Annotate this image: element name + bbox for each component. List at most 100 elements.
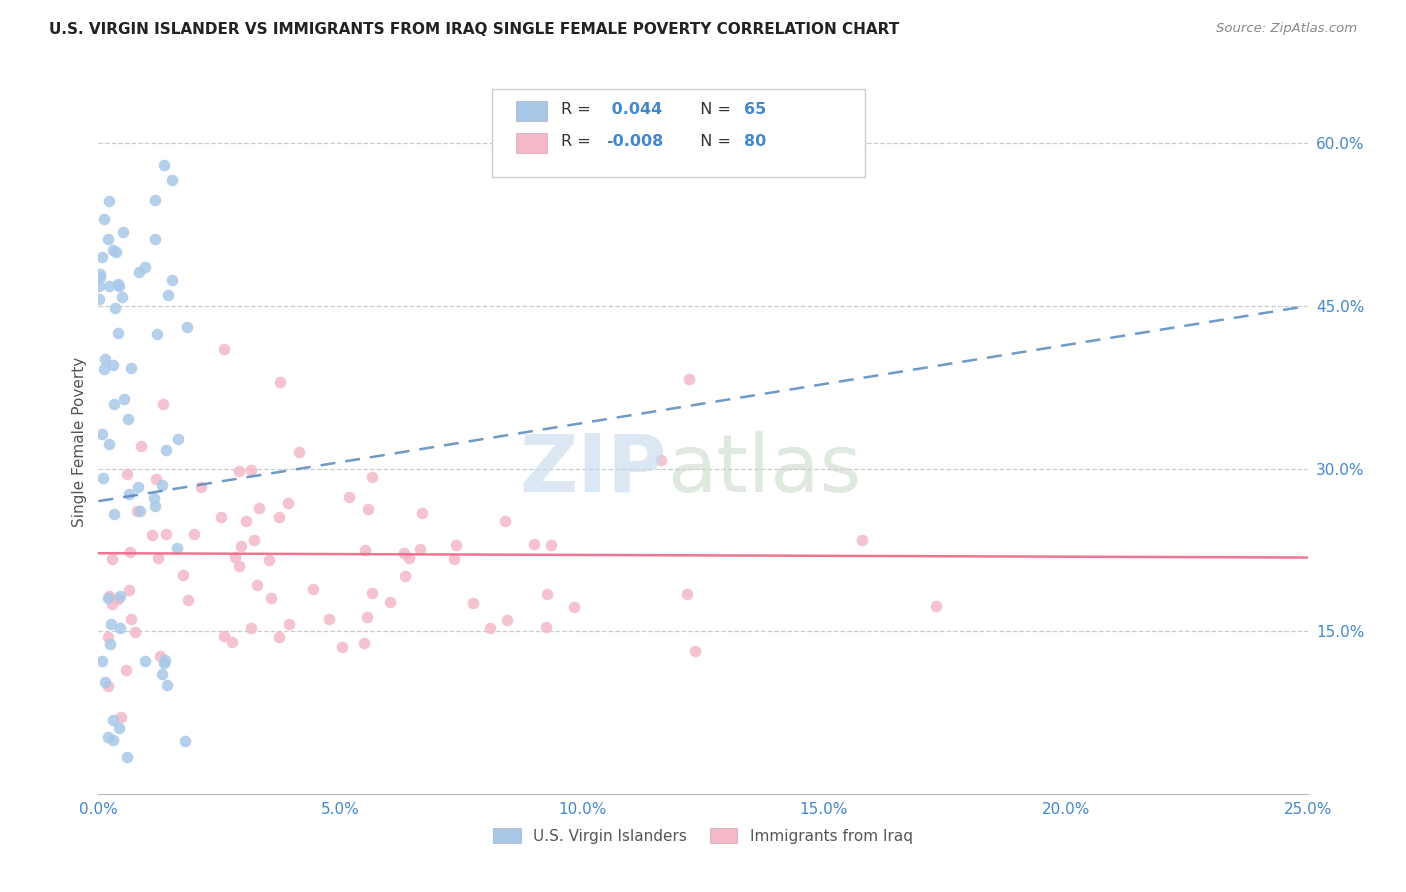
- Point: [98, 279, 121, 293]
- Point: [91, 250, 114, 264]
- Text: R =: R =: [561, 103, 596, 117]
- Point: [120, 545, 142, 559]
- Point: [461, 596, 484, 610]
- Point: [356, 609, 378, 624]
- Point: [108, 721, 131, 735]
- Point: [97, 436, 120, 450]
- Point: [111, 225, 134, 239]
- Point: [89, 293, 111, 307]
- Point: [129, 438, 152, 452]
- Point: [534, 619, 557, 633]
- Point: [107, 592, 129, 607]
- Point: [107, 279, 129, 293]
- Text: 65: 65: [744, 103, 766, 117]
- Point: [101, 358, 124, 372]
- Point: [97, 631, 120, 645]
- Point: [120, 361, 142, 376]
- Point: [110, 710, 132, 724]
- Point: [339, 490, 361, 504]
- Point: [398, 550, 420, 565]
- Text: -0.008: -0.008: [606, 135, 664, 149]
- Point: [89, 279, 111, 293]
- Point: [235, 514, 257, 528]
- Point: [155, 442, 177, 457]
- Point: [361, 586, 384, 600]
- Point: [105, 244, 128, 259]
- Point: [167, 432, 190, 446]
- Point: [153, 653, 176, 667]
- Point: [478, 621, 501, 635]
- Point: [143, 232, 166, 246]
- Point: [851, 533, 873, 547]
- Point: [174, 734, 197, 748]
- Point: [120, 611, 142, 625]
- Point: [683, 644, 706, 658]
- Point: [243, 533, 266, 547]
- Point: [209, 509, 232, 524]
- Point: [190, 480, 212, 494]
- Point: [149, 648, 172, 663]
- Point: [357, 501, 380, 516]
- Point: [259, 591, 281, 606]
- Point: [143, 500, 166, 514]
- Point: [145, 472, 167, 486]
- Point: [177, 593, 200, 607]
- Point: [228, 464, 250, 478]
- Point: [103, 301, 125, 315]
- Point: [103, 244, 125, 258]
- Point: [101, 598, 124, 612]
- Point: [101, 552, 124, 566]
- Legend: U.S. Virgin Islanders, Immigrants from Iraq: U.S. Virgin Islanders, Immigrants from I…: [488, 822, 918, 850]
- Point: [443, 551, 465, 566]
- Point: [523, 537, 546, 551]
- Point: [650, 453, 672, 467]
- Point: [118, 582, 141, 597]
- Point: [103, 713, 125, 727]
- Text: 80: 80: [744, 135, 766, 149]
- Point: [212, 343, 235, 357]
- Point: [239, 463, 262, 477]
- Point: [172, 568, 194, 582]
- Point: [176, 320, 198, 334]
- Point: [302, 582, 325, 596]
- Text: 0.044: 0.044: [606, 103, 662, 117]
- Point: [115, 750, 138, 764]
- Point: [536, 587, 558, 601]
- Point: [103, 733, 125, 747]
- Point: [124, 625, 146, 640]
- Point: [129, 504, 152, 518]
- Point: [97, 730, 120, 744]
- Text: U.S. VIRGIN ISLANDER VS IMMIGRANTS FROM IRAQ SINGLE FEMALE POVERTY CORRELATION C: U.S. VIRGIN ISLANDER VS IMMIGRANTS FROM …: [49, 22, 900, 37]
- Point: [107, 326, 129, 340]
- Point: [146, 551, 169, 566]
- Point: [93, 212, 115, 227]
- Point: [91, 426, 114, 441]
- Point: [353, 543, 375, 558]
- Point: [330, 640, 353, 654]
- Point: [100, 617, 122, 632]
- Point: [287, 444, 309, 458]
- Point: [267, 630, 290, 644]
- Text: N =: N =: [690, 135, 737, 149]
- Point: [166, 541, 188, 556]
- Point: [97, 231, 120, 245]
- Point: [924, 599, 946, 614]
- Point: [134, 654, 156, 668]
- Point: [141, 528, 163, 542]
- Point: [150, 666, 173, 681]
- Point: [110, 621, 132, 635]
- Point: [107, 277, 129, 291]
- Point: [278, 617, 301, 632]
- Point: [224, 549, 246, 564]
- Point: [221, 635, 243, 649]
- Point: [142, 491, 165, 505]
- Point: [97, 589, 120, 603]
- Point: [228, 558, 250, 573]
- Point: [495, 614, 517, 628]
- Point: [125, 503, 148, 517]
- Point: [411, 506, 433, 520]
- Point: [112, 392, 135, 406]
- Point: [91, 654, 114, 668]
- Point: [93, 361, 115, 376]
- Point: [229, 539, 252, 553]
